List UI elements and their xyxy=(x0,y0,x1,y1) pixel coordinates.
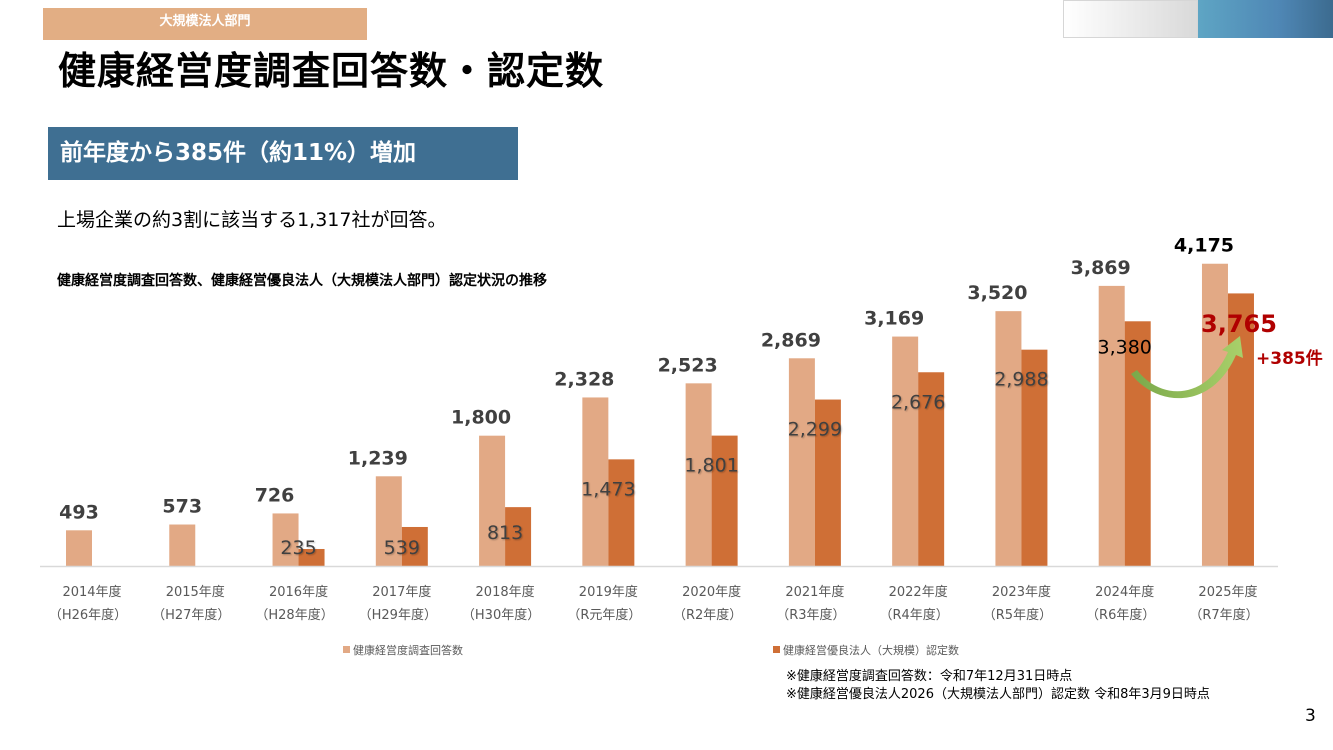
bar-certified xyxy=(1124,321,1151,566)
data-label-certified: 2,676 xyxy=(891,391,945,413)
data-label-responses: 4,175 xyxy=(1174,235,1234,257)
x-tick-sublabel: （H27年度） xyxy=(152,607,230,623)
data-label-certified: 2,299 xyxy=(788,419,842,441)
bar-certified xyxy=(1227,293,1254,566)
legend-label-certified: 健康経営優良法人（大規模）認定数 xyxy=(783,644,959,657)
x-tick-label: 2019年度 xyxy=(579,584,638,600)
x-tick-label: 2016年度 xyxy=(269,584,328,600)
increase-arrow-icon xyxy=(1131,336,1243,399)
chart-title: 健康経営度調査回答数、健康経営優良法人（大規模法人部門）認定状況の推移 xyxy=(57,273,547,289)
x-tick-label: 2018年度 xyxy=(476,584,535,600)
data-label-responses: 2,328 xyxy=(554,368,614,390)
x-tick-sublabel: （R5年度） xyxy=(983,607,1052,623)
data-label-responses: 1,800 xyxy=(451,407,511,429)
department-tag: 大規模法人部門 xyxy=(43,8,367,40)
data-label-responses: 493 xyxy=(59,501,99,523)
legend-item-certified: 健康経営優良法人（大規模）認定数 xyxy=(773,642,959,658)
bar-certified xyxy=(711,435,738,566)
data-label-responses: 1,239 xyxy=(348,447,408,469)
x-tick-sublabel: （R6年度） xyxy=(1086,607,1155,623)
bar-responses xyxy=(1098,285,1125,566)
data-label-certified: 2,988 xyxy=(994,369,1048,391)
x-tick-label: 2015年度 xyxy=(166,584,225,600)
x-tick-sublabel: （R元年度） xyxy=(567,607,641,623)
x-tick-label: 2020年度 xyxy=(682,584,741,600)
bar-responses xyxy=(582,397,609,566)
bar-responses xyxy=(788,358,815,566)
x-tick-sublabel: （H26年度） xyxy=(49,607,127,623)
data-label-certified: 1,801 xyxy=(684,455,738,477)
bar-responses xyxy=(685,383,712,566)
bar-certified xyxy=(608,459,635,566)
legend-item-responses: 健康経営度調査回答数 xyxy=(343,642,463,658)
legend-swatch-responses xyxy=(343,646,350,653)
legend-label-responses: 健康経営度調査回答数 xyxy=(353,644,463,657)
increase-annotation: +385件 xyxy=(1256,348,1323,369)
x-tick-sublabel: （R7年度） xyxy=(1189,607,1258,623)
bar-certified xyxy=(298,548,325,566)
header-decoration-gray xyxy=(1063,0,1198,38)
bar-certified xyxy=(505,507,532,566)
bar-responses xyxy=(375,476,402,566)
data-label-certified: 3,380 xyxy=(1097,336,1151,358)
x-tick-label: 2021年度 xyxy=(785,584,844,600)
bar-responses xyxy=(892,336,919,566)
x-tick-label: 2022年度 xyxy=(889,584,948,600)
x-tick-label: 2014年度 xyxy=(62,584,121,600)
data-label-certified: 813 xyxy=(487,522,523,544)
page-title: 健康経営度調査回答数・認定数 xyxy=(58,49,605,93)
data-label-responses: 2,869 xyxy=(761,329,821,351)
legend-swatch-certified xyxy=(773,646,780,653)
footnote-responses: ※健康経営度調査回答数：令和7年12月31日時点 xyxy=(786,669,1073,684)
x-tick-sublabel: （H29年度） xyxy=(359,607,437,623)
summary-text: 上場企業の約3割に該当する1,317社が回答。 xyxy=(57,209,447,231)
data-label-responses: 3,869 xyxy=(1071,257,1131,279)
bar-responses xyxy=(995,311,1022,566)
bar-responses xyxy=(272,513,299,566)
data-label-certified: 1,473 xyxy=(581,478,635,500)
bar-certified xyxy=(814,399,841,566)
x-tick-label: 2017年度 xyxy=(372,584,431,600)
data-label-certified: 539 xyxy=(384,537,420,559)
x-tick-label: 2023年度 xyxy=(992,584,1051,600)
x-tick-label: 2025年度 xyxy=(1198,584,1257,600)
x-tick-sublabel: （H30年度） xyxy=(462,607,540,623)
footnote-certified: ※健康経営優良法人2026（大規模法人部門）認定数 令和8年3月9日時点 xyxy=(786,687,1210,702)
bar-responses xyxy=(66,530,92,566)
x-tick-sublabel: （H28年度） xyxy=(255,607,333,623)
x-tick-sublabel: （R3年度） xyxy=(776,607,845,623)
data-label-certified: 3,765 xyxy=(1201,310,1277,338)
x-tick-label: 2024年度 xyxy=(1095,584,1154,600)
data-label-responses: 3,520 xyxy=(967,282,1027,304)
bar-responses xyxy=(1201,263,1228,566)
bar-certified xyxy=(918,372,945,566)
data-label-responses: 726 xyxy=(255,484,295,506)
bar-certified xyxy=(1021,349,1048,566)
page-number: 3 xyxy=(1305,706,1316,726)
data-label-responses: 573 xyxy=(162,496,202,518)
bar-certified xyxy=(401,526,428,566)
data-label-certified: 235 xyxy=(280,537,316,559)
data-label-responses: 2,523 xyxy=(658,354,718,376)
x-tick-sublabel: （R4年度） xyxy=(880,607,949,623)
data-label-responses: 3,169 xyxy=(864,308,924,330)
x-tick-sublabel: （R2年度） xyxy=(673,607,742,623)
bar-responses xyxy=(169,524,196,566)
header-decoration-blue xyxy=(1198,0,1333,38)
bar-responses xyxy=(479,435,506,566)
highlight-box: 前年度から385件（約11%）増加 xyxy=(48,127,518,180)
